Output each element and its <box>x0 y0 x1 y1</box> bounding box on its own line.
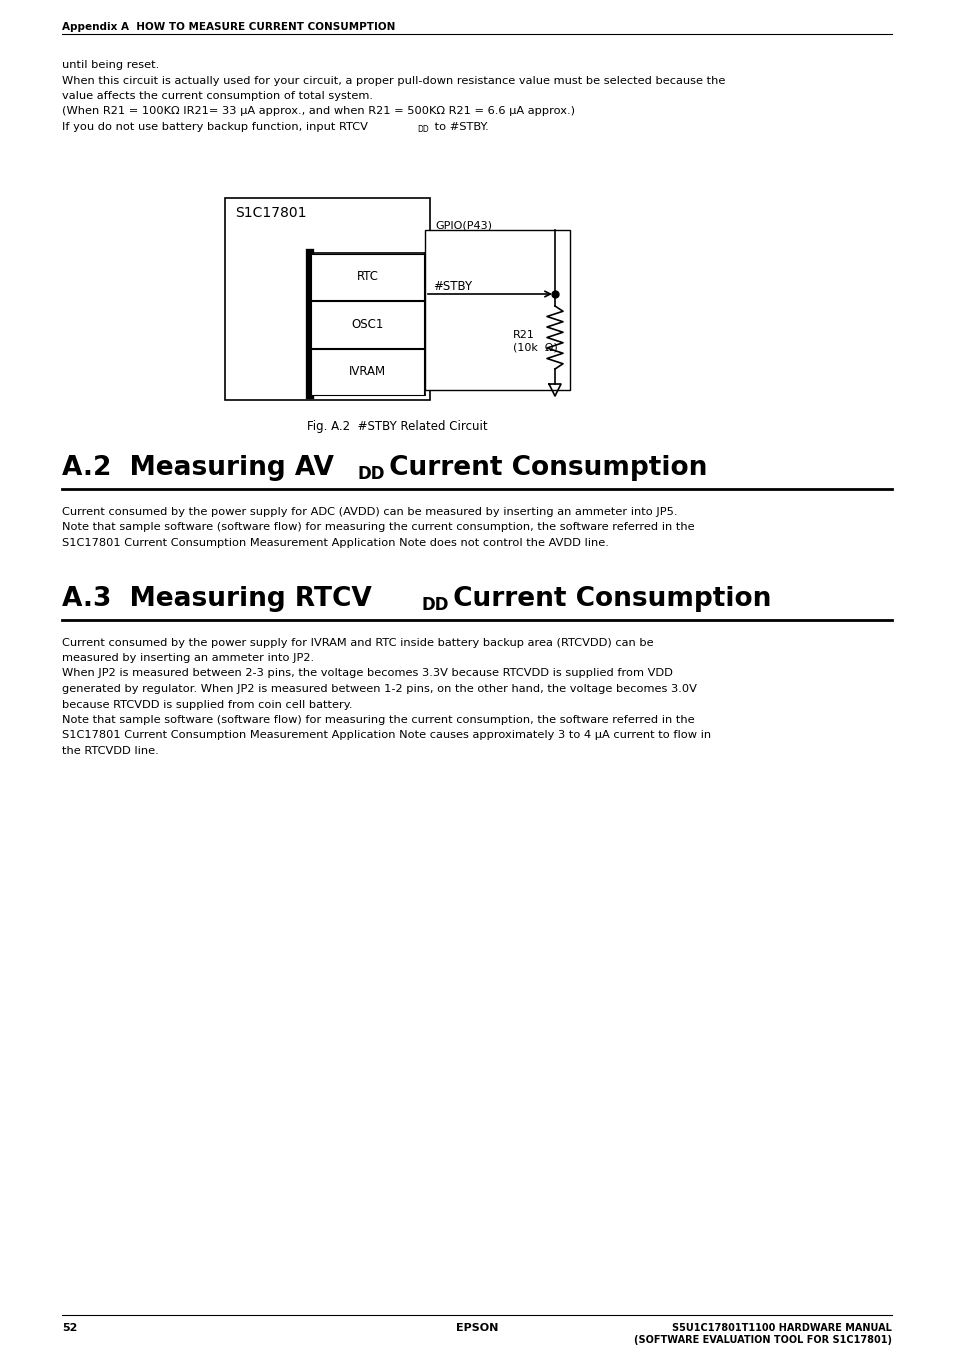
Text: A.2  Measuring AV: A.2 Measuring AV <box>62 456 334 481</box>
Bar <box>311 302 423 348</box>
Text: When this circuit is actually used for your circuit, a proper pull-down resistan: When this circuit is actually used for y… <box>62 75 724 85</box>
Text: DD: DD <box>416 125 428 133</box>
Text: DD: DD <box>421 596 449 613</box>
Text: DD: DD <box>357 465 385 483</box>
Text: S5U1C17801T1100 HARDWARE MANUAL
(SOFTWARE EVALUATION TOOL FOR S1C17801): S5U1C17801T1100 HARDWARE MANUAL (SOFTWAR… <box>634 1322 891 1344</box>
Bar <box>225 198 430 400</box>
Text: R21: R21 <box>513 329 535 340</box>
Text: Current Consumption: Current Consumption <box>443 585 771 612</box>
Text: If you do not use battery backup function, input RTCV: If you do not use battery backup functio… <box>62 123 368 132</box>
Text: When JP2 is measured between 2-3 pins, the voltage becomes 3.3V because RTCVDD i: When JP2 is measured between 2-3 pins, t… <box>62 669 672 678</box>
Text: A.3  Measuring RTCV: A.3 Measuring RTCV <box>62 585 372 612</box>
Text: #STBY: #STBY <box>433 280 472 293</box>
Bar <box>424 231 569 390</box>
Text: (10k  Ω): (10k Ω) <box>513 342 558 352</box>
Text: 52: 52 <box>62 1322 77 1333</box>
Text: the RTCVDD line.: the RTCVDD line. <box>62 745 158 756</box>
Text: Note that sample software (software flow) for measuring the current consumption,: Note that sample software (software flow… <box>62 523 694 532</box>
Text: value affects the current consumption of total system.: value affects the current consumption of… <box>62 92 373 101</box>
Text: Note that sample software (software flow) for measuring the current consumption,: Note that sample software (software flow… <box>62 714 694 725</box>
Text: measured by inserting an ammeter into JP2.: measured by inserting an ammeter into JP… <box>62 652 314 663</box>
Text: Appendix A  HOW TO MEASURE CURRENT CONSUMPTION: Appendix A HOW TO MEASURE CURRENT CONSUM… <box>62 22 395 32</box>
Text: OSC1: OSC1 <box>351 318 383 330</box>
Text: S1C17801: S1C17801 <box>234 206 306 220</box>
Text: RTC: RTC <box>356 270 378 283</box>
Text: GPIO(P43): GPIO(P43) <box>435 220 492 231</box>
Text: Fig. A.2  #STBY Related Circuit: Fig. A.2 #STBY Related Circuit <box>307 421 487 433</box>
Text: EPSON: EPSON <box>456 1322 497 1333</box>
Text: because RTCVDD is supplied from coin cell battery.: because RTCVDD is supplied from coin cel… <box>62 700 352 709</box>
Text: IVRAM: IVRAM <box>349 365 386 377</box>
Text: S1C17801 Current Consumption Measurement Application Note causes approximately 3: S1C17801 Current Consumption Measurement… <box>62 731 710 740</box>
Text: Current consumed by the power supply for ADC (AVDD) can be measured by inserting: Current consumed by the power supply for… <box>62 507 677 518</box>
Text: (When R21 = 100KΩ IR21= 33 μA approx., and when R21 = 500KΩ R21 = 6.6 μA approx.: (When R21 = 100KΩ IR21= 33 μA approx., a… <box>62 106 575 116</box>
Text: to #STBY.: to #STBY. <box>431 123 488 132</box>
Bar <box>311 349 423 395</box>
Text: generated by regulator. When JP2 is measured between 1-2 pins, on the other hand: generated by regulator. When JP2 is meas… <box>62 683 696 694</box>
Text: Current consumed by the power supply for IVRAM and RTC inside battery backup are: Current consumed by the power supply for… <box>62 638 653 647</box>
Text: Current Consumption: Current Consumption <box>379 456 706 481</box>
Text: S1C17801 Current Consumption Measurement Application Note does not control the A: S1C17801 Current Consumption Measurement… <box>62 538 608 549</box>
Bar <box>311 253 423 301</box>
Text: until being reset.: until being reset. <box>62 61 159 70</box>
